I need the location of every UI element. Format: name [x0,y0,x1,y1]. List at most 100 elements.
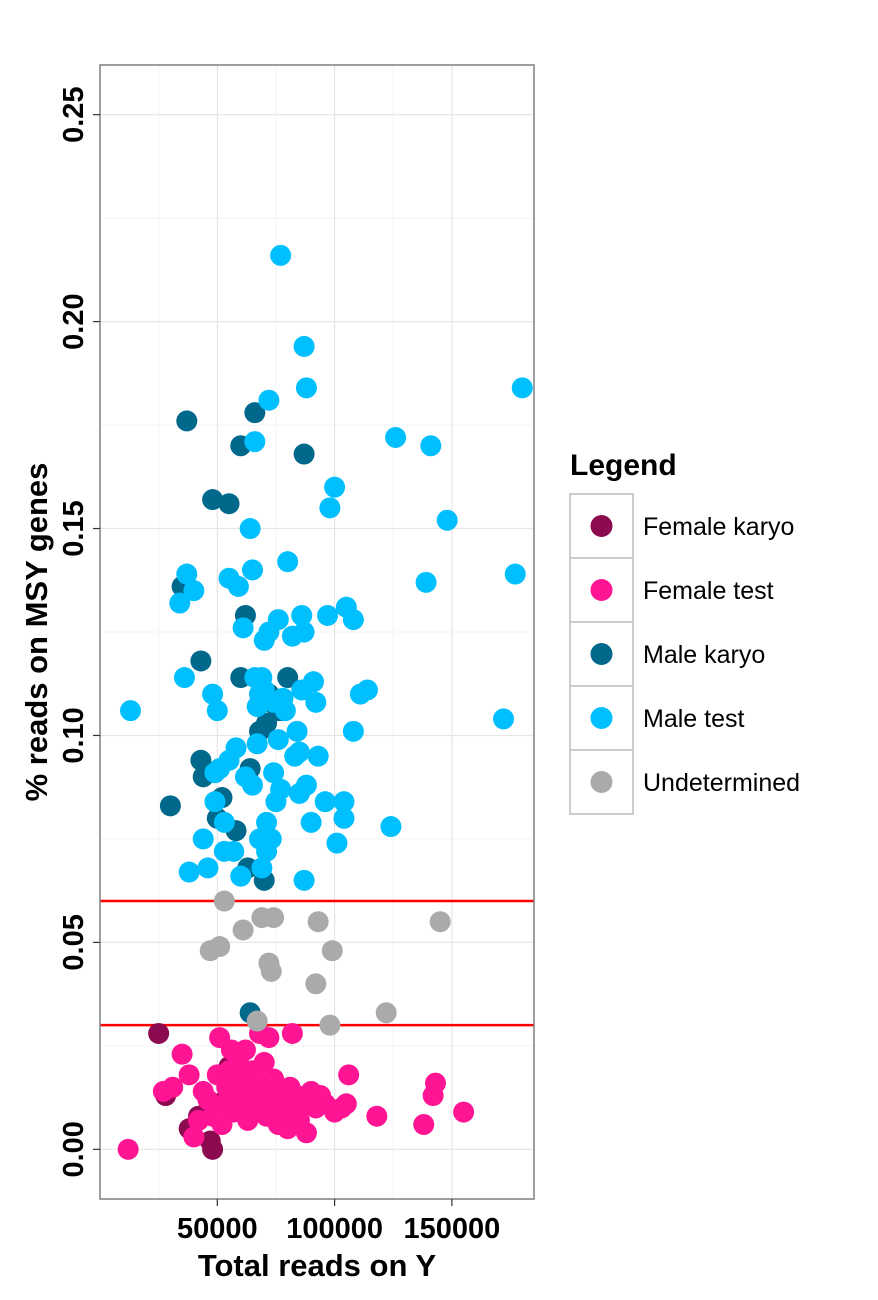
data-point-male-test [307,745,329,767]
data-point-female-karyo [148,1022,170,1044]
data-point-male-karyo [244,402,266,424]
data-point-undetermined [305,973,327,995]
data-point-male-test [260,828,282,850]
data-point-male-test [385,426,407,448]
data-point-male-test [197,857,219,879]
data-point-male-test [380,816,402,838]
data-point-male-karyo [190,749,212,771]
y-tick-label: 0.15 [58,500,90,556]
data-point-female-test [366,1105,388,1127]
data-point-male-test [293,869,315,891]
y-tick-label: 0.05 [58,914,90,970]
data-point-undetermined [246,1010,268,1032]
data-point-female-test [258,1027,280,1049]
data-point-undetermined [375,1002,397,1024]
legend-key-male-test [590,707,613,729]
y-tick-label: 0.20 [58,293,90,349]
data-point-male-test [300,811,322,833]
data-point-male-test [244,431,266,453]
data-point-male-test [239,518,261,540]
legend-key-undetermined [590,771,613,793]
legend-key-male-karyo [590,643,613,665]
data-point-undetermined [307,911,329,933]
data-point-male-test [415,571,437,593]
data-point-male-test [511,377,533,399]
data-point-male-test [241,774,263,796]
plot-border [99,64,535,1200]
data-point-female-test [197,1089,219,1111]
data-point-undetermined [319,1014,341,1036]
grid-lines [100,65,534,1199]
data-point-female-test [178,1064,200,1086]
data-point-male-test [258,389,280,411]
data-point-male-test [295,774,317,796]
data-point-male-test [274,700,296,722]
data-point-male-test [342,609,364,631]
data-point-male-test [246,733,268,755]
legend-label-undetermined: Undetermined [643,769,800,797]
data-point-female-test [335,1093,357,1115]
x-tick-label: 50000 [177,1213,258,1245]
data-point-male-test [119,700,141,722]
data-point-male-test [291,604,313,626]
data-point-male-test [293,335,315,357]
data-point-male-test [213,811,235,833]
x-tick-label: 150000 [404,1213,501,1245]
data-point-male-test [333,807,355,829]
data-point-male-karyo [218,493,240,515]
y-tick-label: 0.00 [58,1121,90,1177]
y-tick-label: 0.25 [58,86,90,142]
data-point-male-test [225,737,247,759]
data-point-male-test [319,497,341,519]
data-point-male-test [232,617,254,639]
data-point-male-test [324,476,346,498]
data-point-male-test [176,563,198,585]
data-point-female-test [281,1022,303,1044]
data-point-male-test [169,592,191,614]
data-point-male-test [251,857,273,879]
data-point-male-test [286,720,308,742]
data-point-undetermined [232,919,254,941]
data-point-male-test [270,778,292,800]
axes: 0.00 0.05 0.10 0.15 0.20 0.25 50000 100000 15000… [58,86,500,1245]
data-point-undetermined [209,936,231,958]
threshold-lines [100,899,534,1027]
data-point-male-test [173,667,195,689]
data-point-male-karyo [159,795,181,817]
data-point-male-test [436,509,458,531]
data-point-male-test [293,621,315,643]
data-point-male-test [305,691,327,713]
legend-title: Legend [570,449,677,482]
data-point-male-test [270,244,292,266]
data-point-male-test [202,683,224,705]
data-point-male-test [326,832,348,854]
data-point-female-test [453,1101,475,1123]
data-point-male-test [227,575,249,597]
data-point-male-test [493,708,515,730]
data-point-male-karyo [176,410,198,432]
legend-key-female-test [590,579,613,601]
data-point-female-test [117,1138,139,1160]
data-point-female-test [424,1072,446,1094]
data-point-female-test [162,1076,184,1098]
data-point-male-test [277,551,299,573]
data-point-male-test [267,609,289,631]
x-axis-title: Total reads on Y [198,1248,437,1283]
x-tick-label: 100000 [286,1213,383,1245]
data-point-undetermined [321,940,343,962]
data-point-male-test [230,865,252,887]
data-point-male-test [295,377,317,399]
data-point-male-test [504,563,526,585]
data-point-female-test [338,1064,360,1086]
y-axis-title: % reads on MSY genes [19,463,54,802]
y-tick-label: 0.10 [58,707,90,763]
data-point-male-test [333,791,355,813]
data-point-male-test [192,828,214,850]
data-point-male-karyo [190,650,212,672]
data-point-undetermined [263,907,285,929]
data-point-male-test [317,604,339,626]
data-point-male-test [302,671,324,693]
data-point-male-test [314,791,336,813]
legend-entries: Female karyo Female test Male karyo Male te… [569,493,800,815]
